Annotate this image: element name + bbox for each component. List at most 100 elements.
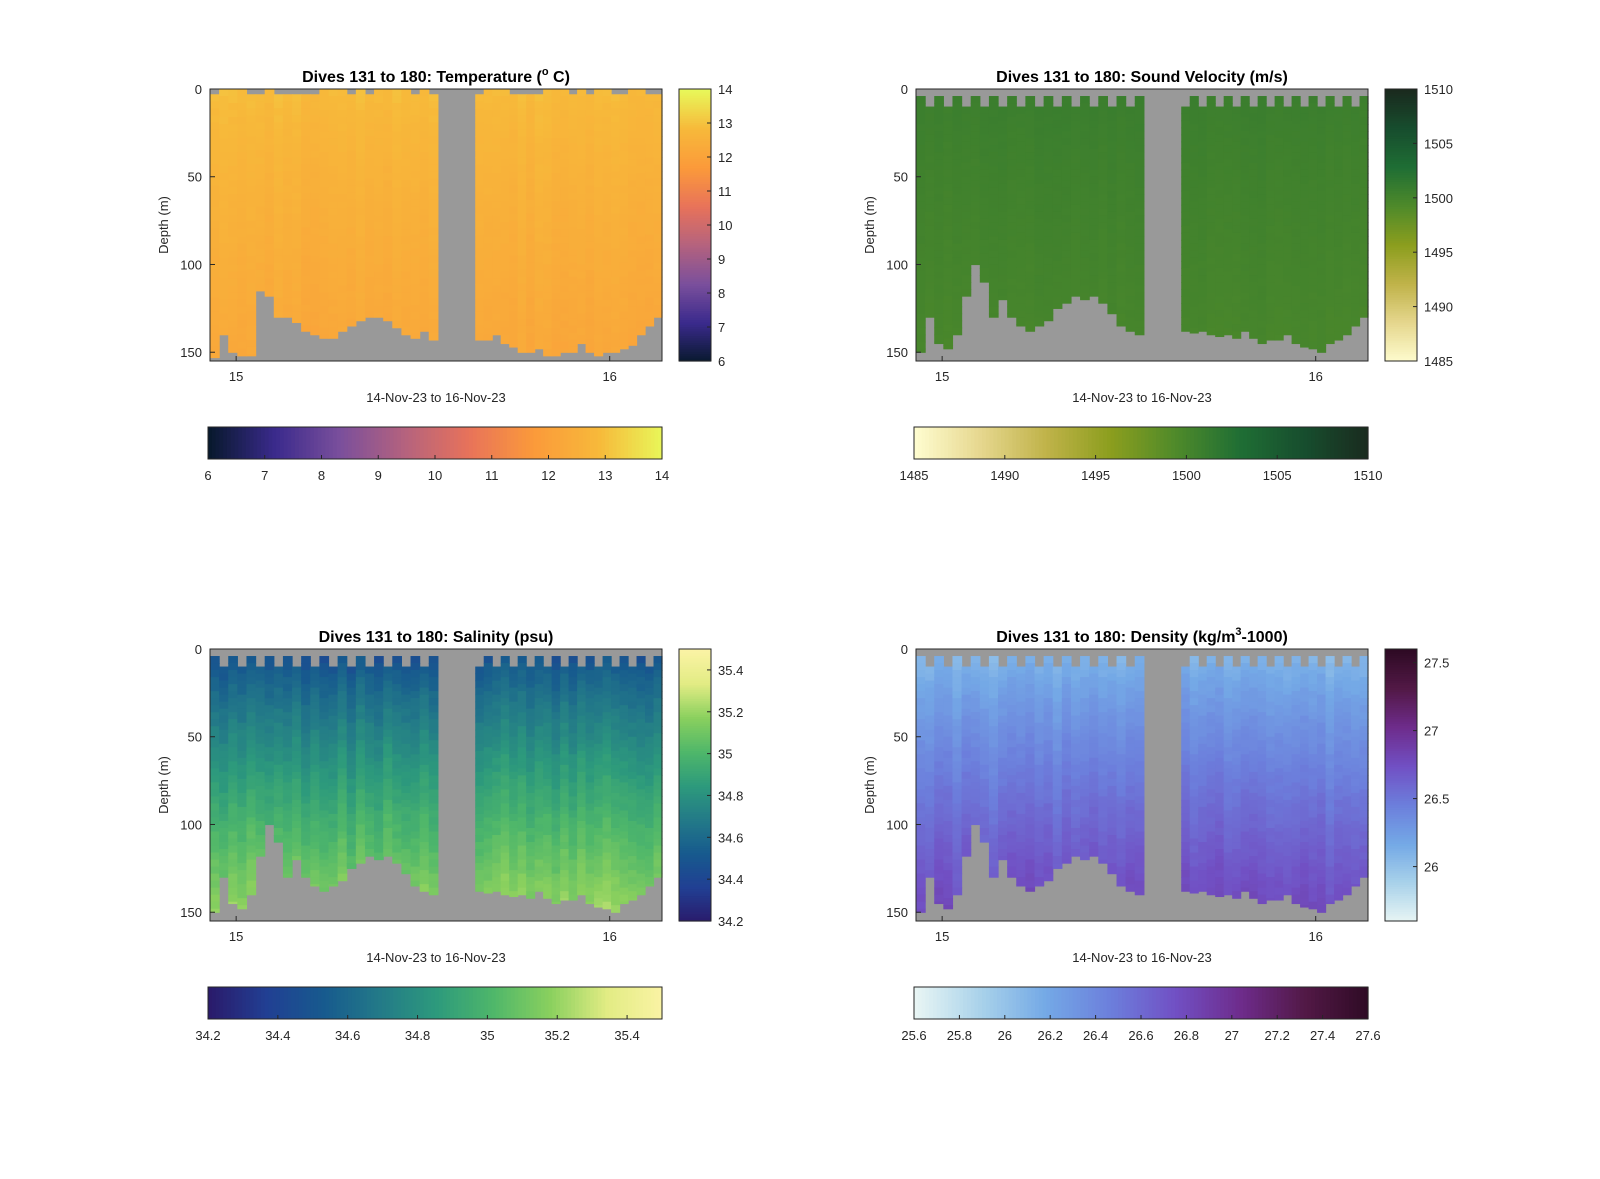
data-cell bbox=[210, 831, 220, 840]
data-cell bbox=[1300, 275, 1310, 283]
data-cell bbox=[237, 764, 248, 773]
colorbar-cell bbox=[518, 427, 523, 459]
data-cell bbox=[319, 747, 330, 755]
data-cell bbox=[328, 842, 339, 850]
data-cell bbox=[1359, 131, 1369, 139]
data-cell bbox=[568, 817, 578, 826]
data-cell bbox=[1098, 117, 1108, 125]
data-cell bbox=[264, 264, 275, 273]
data-cell bbox=[1223, 299, 1233, 308]
data-cell bbox=[543, 673, 553, 682]
data-cell bbox=[483, 831, 493, 840]
colorbar-cell bbox=[416, 427, 421, 459]
data-cell bbox=[1232, 162, 1242, 171]
data-cell bbox=[1240, 215, 1250, 223]
data-cell bbox=[1034, 211, 1045, 220]
data-cell bbox=[636, 124, 646, 132]
data-cell bbox=[310, 297, 320, 306]
data-cell bbox=[219, 687, 229, 696]
data-cell bbox=[246, 761, 257, 769]
data-cell bbox=[328, 201, 339, 209]
data-cell bbox=[1116, 292, 1127, 301]
colorbar-cell bbox=[1061, 427, 1066, 459]
colorbar-cell bbox=[679, 342, 711, 346]
colorbar-tick-label: 1485 bbox=[900, 468, 929, 483]
data-cell bbox=[509, 248, 519, 257]
data-cell bbox=[210, 283, 220, 292]
data-cell bbox=[255, 687, 266, 696]
data-cell bbox=[337, 320, 348, 329]
data-cell bbox=[602, 236, 612, 245]
data-cell bbox=[1325, 110, 1335, 118]
data-cell bbox=[383, 771, 393, 780]
data-cell bbox=[594, 285, 604, 294]
data-cell bbox=[526, 806, 536, 815]
data-cell bbox=[543, 257, 553, 266]
data-cell bbox=[1016, 106, 1026, 115]
data-cell bbox=[219, 208, 229, 216]
data-cell bbox=[1359, 243, 1369, 252]
data-cell bbox=[483, 194, 493, 202]
data-cell bbox=[916, 166, 926, 174]
data-cell bbox=[246, 339, 257, 348]
data-cell bbox=[551, 201, 561, 209]
data-cell bbox=[1283, 106, 1293, 115]
data-cell bbox=[237, 891, 248, 899]
data-cell bbox=[517, 775, 527, 783]
data-cell bbox=[1232, 106, 1242, 115]
data-cell bbox=[653, 199, 663, 208]
data-cell bbox=[383, 257, 393, 266]
data-cell bbox=[1080, 187, 1090, 195]
data-cell bbox=[383, 194, 393, 202]
data-cell bbox=[1025, 257, 1036, 266]
data-cell bbox=[619, 346, 629, 350]
data-cell bbox=[1317, 324, 1327, 332]
data-cell bbox=[500, 89, 510, 97]
data-cell bbox=[534, 164, 544, 173]
data-cell bbox=[1223, 159, 1233, 167]
data-cell bbox=[1215, 169, 1225, 178]
data-cell bbox=[577, 236, 587, 245]
data-cell bbox=[1125, 134, 1136, 143]
data-cell bbox=[483, 173, 493, 181]
data-cell bbox=[988, 194, 999, 202]
data-cell bbox=[1007, 264, 1017, 273]
data-cell bbox=[1125, 317, 1136, 325]
data-cell bbox=[228, 222, 238, 230]
data-cell bbox=[1232, 148, 1242, 157]
data-cell bbox=[1274, 271, 1284, 280]
data-cell bbox=[210, 311, 220, 320]
data-cell bbox=[492, 229, 502, 238]
data-cell bbox=[364, 94, 375, 102]
data-cell bbox=[1181, 218, 1191, 227]
data-cell bbox=[319, 257, 330, 266]
data-cell bbox=[292, 122, 302, 130]
data-cell bbox=[255, 185, 266, 194]
data-cell bbox=[1325, 208, 1335, 216]
data-cell bbox=[1291, 110, 1301, 118]
data-cell bbox=[282, 199, 293, 208]
data-cell bbox=[383, 849, 393, 857]
data-cell bbox=[392, 684, 402, 692]
data-cell bbox=[483, 670, 493, 678]
data-cell bbox=[1098, 138, 1108, 146]
data-cell bbox=[568, 192, 578, 201]
data-cell bbox=[526, 722, 536, 731]
data-cell bbox=[346, 701, 357, 710]
data-cell bbox=[517, 677, 527, 685]
data-cell bbox=[483, 96, 493, 104]
data-cell bbox=[534, 733, 544, 741]
data-cell bbox=[970, 145, 981, 153]
data-cell bbox=[428, 803, 439, 812]
data-cell bbox=[310, 827, 320, 836]
data-cell bbox=[475, 115, 485, 123]
data-cell bbox=[419, 680, 430, 689]
data-cell bbox=[500, 852, 510, 861]
data-cell bbox=[1317, 155, 1327, 164]
data-cell bbox=[1232, 127, 1242, 136]
data-cell bbox=[419, 236, 430, 245]
colorbar-cell bbox=[1385, 279, 1417, 283]
data-cell bbox=[273, 164, 284, 173]
data-cell bbox=[979, 155, 990, 164]
data-cell bbox=[551, 208, 561, 216]
